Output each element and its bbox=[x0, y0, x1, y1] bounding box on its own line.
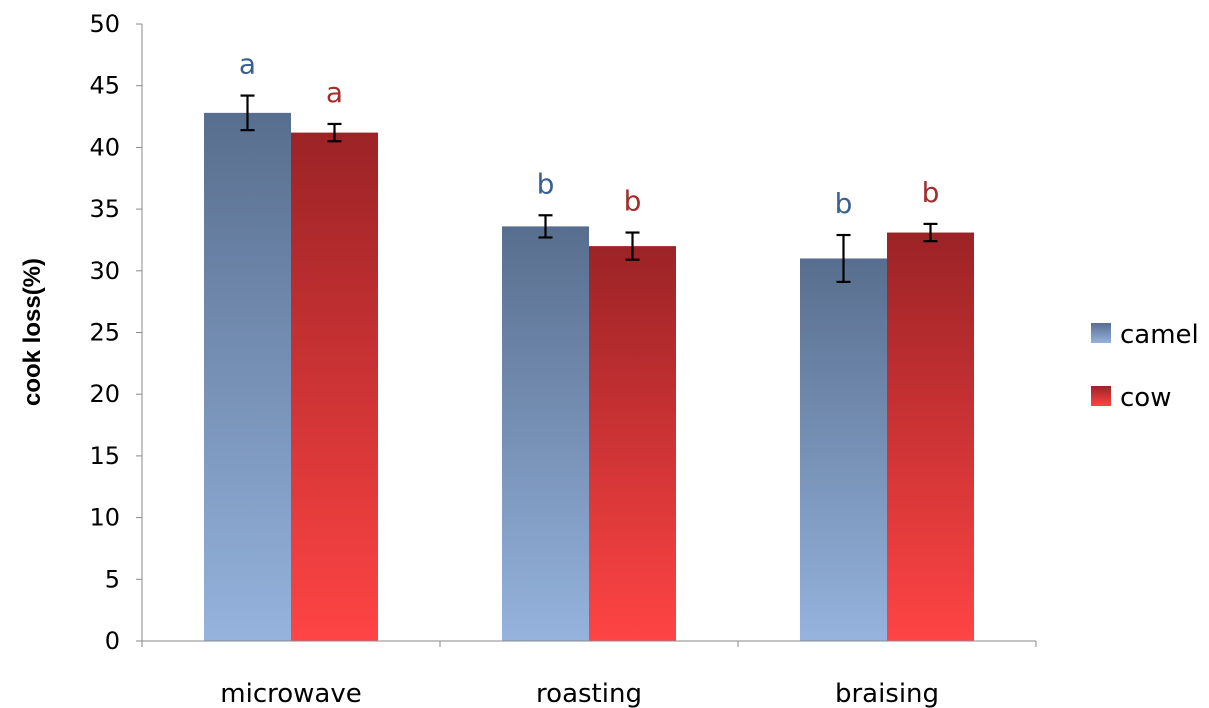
significance-label: a bbox=[239, 48, 256, 81]
y-tick-label: 5 bbox=[105, 565, 120, 593]
significance-label: b bbox=[537, 167, 555, 200]
y-tick-label: 45 bbox=[89, 72, 120, 100]
bars bbox=[204, 112, 974, 642]
significance-label: b bbox=[835, 187, 853, 220]
significance-label: b bbox=[624, 185, 642, 218]
y-tick-label: 35 bbox=[89, 195, 120, 223]
bar-cow-braising bbox=[887, 232, 974, 641]
significance-label: a bbox=[326, 76, 343, 109]
y-tick-label: 0 bbox=[105, 627, 120, 655]
legend-label-cow: cow bbox=[1120, 383, 1171, 413]
y-tick-label: 10 bbox=[89, 504, 120, 532]
x-axis: microwave roasting braising bbox=[141, 640, 1037, 708]
y-tick-label: 40 bbox=[89, 133, 120, 161]
y-tick-label: 15 bbox=[89, 442, 120, 470]
y-tick-label: 25 bbox=[89, 319, 120, 347]
x-category-label: microwave bbox=[220, 679, 361, 708]
bar-cow-microwave bbox=[291, 132, 378, 642]
legend: camel cow bbox=[1091, 320, 1199, 413]
legend-swatch-camel bbox=[1091, 323, 1111, 343]
y-tick-label: 50 bbox=[89, 10, 120, 38]
error-bars bbox=[240, 94, 938, 284]
legend-label-camel: camel bbox=[1120, 320, 1199, 350]
y-axis: 0 5 10 15 20 25 30 35 40 45 50 bbox=[89, 10, 143, 655]
legend-swatch-cow bbox=[1091, 386, 1111, 406]
x-category-label: roasting bbox=[536, 679, 642, 708]
y-tick-label: 30 bbox=[89, 257, 120, 285]
x-category-label: braising bbox=[835, 679, 939, 708]
bar-camel-braising bbox=[800, 258, 887, 641]
bar-cow-roasting bbox=[589, 246, 676, 641]
bar-camel-microwave bbox=[204, 112, 291, 641]
significance-labels: a a b b b b bbox=[239, 48, 939, 220]
y-tick-label: 20 bbox=[89, 380, 120, 408]
bar-camel-roasting bbox=[502, 226, 589, 641]
significance-label: b bbox=[922, 176, 940, 209]
y-axis-title: cook loss(%) bbox=[19, 258, 46, 406]
